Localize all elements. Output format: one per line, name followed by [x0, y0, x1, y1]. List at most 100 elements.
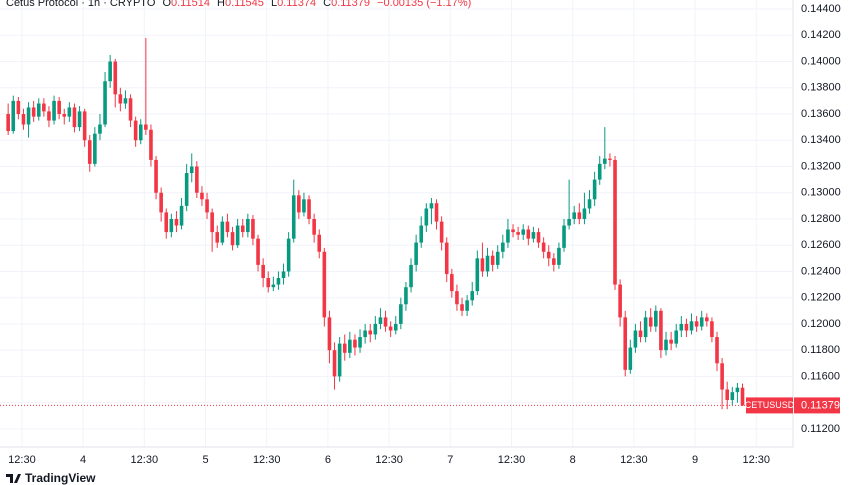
y-tick-label: 0.13800 [801, 82, 841, 94]
candle-body [337, 343, 342, 377]
candle-body [52, 100, 56, 121]
candle-body [215, 232, 220, 243]
candle-body [184, 173, 189, 206]
candle-body [684, 323, 689, 331]
candle-body [169, 218, 174, 233]
candle-body [297, 195, 301, 213]
candle-body [450, 274, 454, 292]
candle-body [174, 218, 179, 226]
candle-body [735, 387, 740, 393]
candle-body [465, 300, 469, 311]
candle-body [21, 114, 26, 125]
candle-body [87, 140, 92, 164]
candle-body [348, 339, 352, 353]
candle-body [740, 387, 745, 406]
candle-body [531, 232, 536, 239]
candle-body [439, 221, 444, 243]
candle-body [164, 212, 169, 233]
candle-body [113, 61, 118, 95]
x-tick-label: 7 [447, 454, 453, 466]
candle-body [154, 159, 158, 193]
candle-body [240, 225, 245, 233]
candle-body [710, 321, 714, 338]
candle-body [603, 158, 607, 164]
y-tick-label: 0.11200 [801, 423, 840, 435]
x-tick-label: 12:30 [8, 454, 36, 466]
last-price-label: 0.11379 [801, 399, 840, 411]
candle-body [47, 111, 51, 121]
candle-body [82, 111, 87, 141]
candle-body [643, 317, 648, 338]
header-open: 0.11514 [171, 0, 210, 9]
header-c: C [323, 0, 331, 9]
brand-icon [6, 474, 21, 483]
candle-body [16, 100, 21, 115]
x-tick-label: 12:30 [498, 454, 526, 466]
y-tick-label: 0.14200 [801, 29, 841, 41]
candle-body [648, 317, 653, 327]
x-tick-label: 5 [202, 454, 208, 466]
header-o: O [162, 0, 171, 9]
header-h: H [217, 0, 225, 9]
candle-body [557, 247, 561, 265]
candle-body [567, 218, 571, 226]
candle-body [235, 225, 240, 246]
candle-body [694, 321, 699, 327]
x-tick-label: 12:30 [131, 454, 159, 466]
candle-body [516, 232, 520, 235]
y-tick-label: 0.12400 [801, 265, 841, 277]
candle-body [256, 238, 260, 265]
candle-body [128, 98, 133, 121]
candle-body [358, 337, 362, 348]
candle-body [62, 114, 67, 117]
candle-body [302, 199, 306, 213]
candle-body [475, 258, 480, 292]
axes: 0.14400 0.14200 0.14000 0.13800 0.13600 0.134… [0, 3, 841, 466]
candle-body [210, 212, 214, 233]
candle-body [399, 304, 403, 324]
candle-body [6, 114, 10, 132]
header: Cetus Protocol · 1h · CRYPTO O0.11514 H0… [6, 0, 471, 9]
candle-body [179, 205, 184, 226]
candle-body [618, 284, 622, 318]
candle-body [730, 392, 735, 401]
candle-body [266, 278, 271, 288]
candle-body [291, 195, 296, 239]
x-tick-label: 4 [80, 454, 86, 466]
candle-body [562, 225, 566, 248]
brand-name: TradingView [25, 471, 96, 485]
y-tick-label: 0.13600 [801, 108, 841, 120]
candle-body [378, 317, 383, 324]
header-title: Cetus Protocol · 1h · CRYPTO [6, 0, 156, 9]
candle-body [118, 94, 123, 104]
x-tick-label: 8 [570, 454, 576, 466]
candle-body [317, 234, 322, 252]
candle-body [36, 103, 41, 117]
y-tick-label: 0.12000 [801, 318, 841, 330]
candle-body [251, 218, 255, 239]
candle-body [689, 321, 694, 331]
candle-body [654, 310, 658, 327]
candle-body [608, 158, 612, 160]
header-change: −0.00135 (−1.17%) [377, 0, 471, 9]
candle-body [577, 212, 582, 219]
candle-body [506, 229, 510, 243]
x-tick-label: 12:30 [375, 454, 403, 466]
candle-body [638, 330, 643, 338]
candle-body [720, 363, 724, 390]
y-tick-label: 0.14400 [801, 3, 841, 15]
candle-body [189, 166, 194, 174]
candle-body [414, 242, 418, 265]
candle-body [409, 264, 413, 288]
candle-body [276, 278, 281, 285]
candle-body [67, 107, 72, 117]
candle-body [480, 258, 485, 272]
candle-body [123, 98, 128, 104]
candle-body [582, 208, 587, 219]
candle-body [149, 129, 153, 160]
candle-body [552, 258, 556, 265]
candle-body [664, 339, 668, 351]
candle-body [327, 317, 332, 351]
brand-logo: TradingView [6, 471, 96, 485]
candle-body [11, 100, 16, 132]
